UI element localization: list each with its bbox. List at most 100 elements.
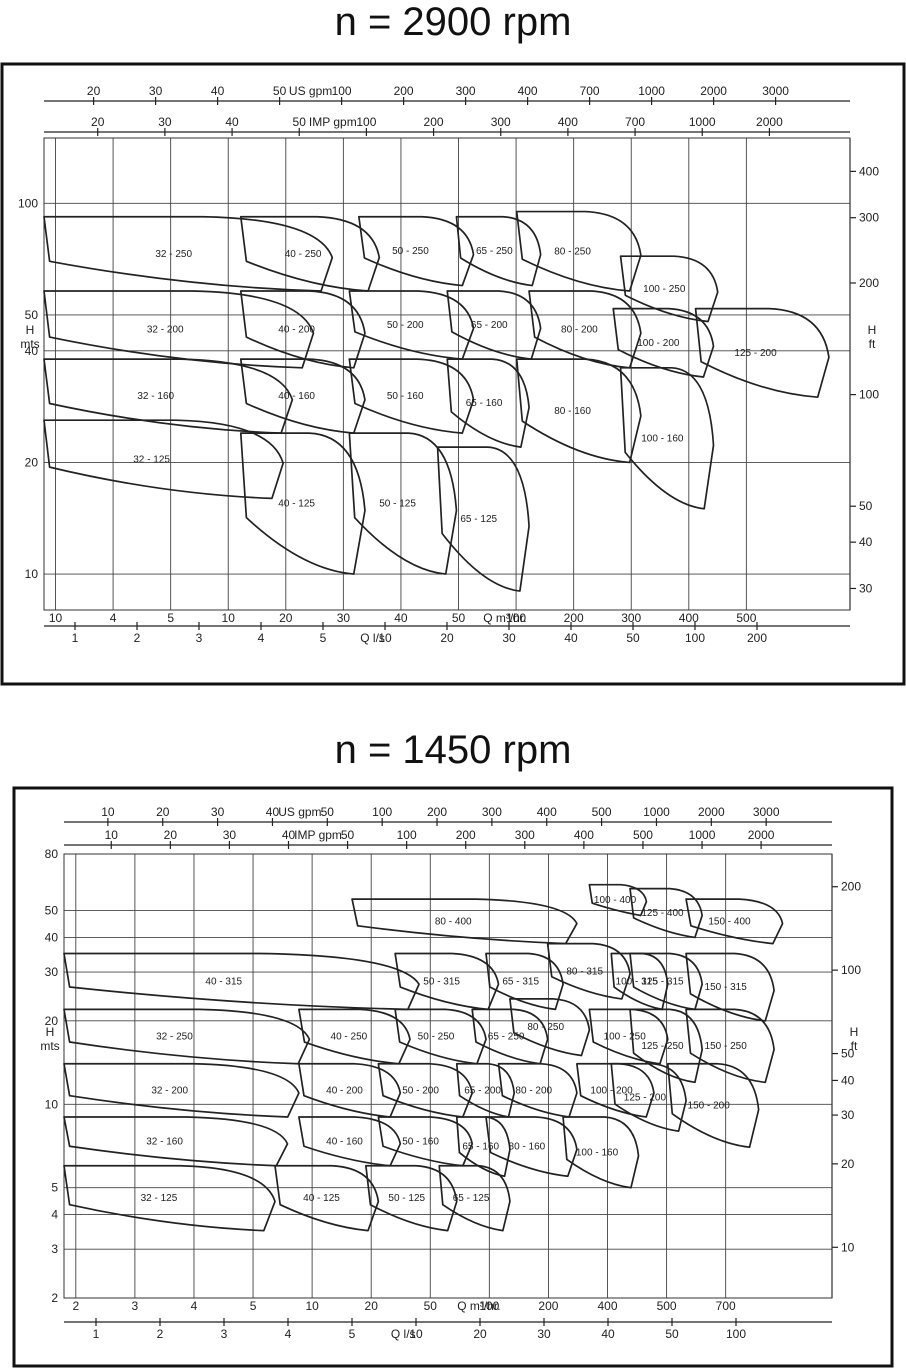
tick-imp-gpm: 300 [491, 115, 511, 129]
tick-h-ft: 50 [841, 1047, 855, 1061]
pump-label-100-315: 100 - 315 [616, 976, 659, 987]
pump-label-65-160: 65 - 160 [462, 1142, 499, 1153]
pump-label-32-200: 32 - 200 [147, 324, 184, 335]
tick-q-m3h: 5 [167, 611, 174, 625]
tick-q-m3h: 700 [716, 1299, 736, 1313]
pump-label-50-160: 50 - 160 [402, 1136, 439, 1147]
pump-envelope-100-315 [610, 952, 669, 1011]
pump-envelope-100-160 [619, 366, 715, 510]
tick-h-m: 40 [45, 930, 59, 944]
tick-h-ft: 40 [859, 535, 873, 549]
pump-envelope-65-125 [436, 446, 530, 592]
pump-envelope-80-250 [509, 998, 591, 1057]
pump-label-40-125: 40 - 125 [303, 1193, 340, 1204]
plot-area [43, 137, 851, 611]
pump-label-100-250: 100 - 250 [604, 1032, 647, 1043]
pump-label-40-160: 40 - 160 [326, 1136, 363, 1147]
chart-frame [12, 786, 894, 1368]
pump-envelope-150-200 [666, 1062, 760, 1149]
tick-h-m: 80 [45, 847, 59, 861]
tick-q-ls: 20 [440, 631, 454, 645]
pump-envelope-80-160 [485, 1116, 578, 1178]
tick-imp-gpm: 50 [293, 115, 307, 129]
pump-label-50-125: 50 - 125 [388, 1193, 425, 1204]
pump-label-150-315: 150 - 315 [705, 982, 748, 993]
pump-envelope-150-315 [685, 952, 775, 1022]
axis-label-imp-gpm: IMP gpm [309, 115, 357, 129]
tick-imp-gpm: 700 [625, 115, 645, 129]
tick-imp-gpm: 20 [164, 828, 178, 842]
axis-label-h-m: mts [20, 337, 39, 351]
axis-label-us-gpm: US gpm [278, 805, 321, 819]
tick-us-gpm: 200 [394, 84, 414, 98]
pump-label-100-200: 100 - 200 [590, 1085, 633, 1096]
plot-grid [64, 853, 832, 1299]
tick-us-gpm: 2000 [698, 805, 725, 819]
tick-h-ft: 300 [859, 211, 879, 225]
tick-q-ls: 30 [502, 631, 516, 645]
plot-area [63, 853, 833, 1299]
pump-envelope-150-400 [685, 898, 784, 945]
pump-label-65-250: 65 - 250 [476, 246, 513, 257]
pump-label-125-200: 125 - 200 [624, 1092, 667, 1103]
pump-envelope-32-160 [63, 1116, 289, 1167]
tick-q-m3h: 4 [110, 611, 117, 625]
tick-q-ls: 50 [665, 1327, 679, 1341]
tick-h-m: 3 [51, 1242, 58, 1256]
tick-us-gpm: 50 [273, 84, 287, 98]
axis-label-h-ft: ft [869, 337, 876, 351]
pump-chart-1450: 2 3 4 5 10 20 50 100 200 400 500 700 Q m³/hr. 80 50 40 3… [12, 786, 894, 1368]
tick-q-ls: 5 [349, 1327, 356, 1341]
tick-h-ft: 20 [841, 1157, 855, 1171]
tick-h-m: 40 [25, 344, 39, 358]
tick-h-m: 5 [51, 1181, 58, 1195]
tick-us-gpm: 1000 [643, 805, 670, 819]
tick-us-gpm: 30 [149, 84, 163, 98]
tick-us-gpm: 3000 [753, 805, 780, 819]
pump-label-50-315: 50 - 315 [423, 976, 460, 987]
pump-envelope-50-125 [365, 1164, 458, 1232]
pump-label-40-250: 40 - 250 [285, 249, 322, 260]
pump-label-32-125: 32 - 125 [133, 454, 170, 465]
tick-h-m: 50 [25, 308, 39, 322]
tick-q-ls: 1 [93, 1327, 100, 1341]
pump-envelope-50-160 [348, 358, 475, 434]
tick-h-ft: 400 [859, 164, 879, 178]
pump-label-150-200: 150 - 200 [688, 1101, 731, 1112]
pump-label-65-250: 65 - 250 [488, 1032, 525, 1043]
tick-q-ls: 3 [196, 631, 203, 645]
pump-label-125-400: 125 - 400 [641, 908, 684, 919]
tick-q-m3h: 10 [222, 611, 236, 625]
pump-label-65-315: 65 - 315 [502, 976, 539, 987]
tick-h-m: 30 [45, 965, 59, 979]
tick-us-gpm: 500 [592, 805, 612, 819]
pump-envelope-100-160 [562, 1116, 640, 1189]
pump-envelope-125-200 [694, 307, 830, 399]
pump-envelope-40-200 [239, 290, 366, 369]
tick-h-ft: 50 [859, 499, 873, 513]
pump-label-65-125: 65 - 125 [460, 514, 497, 525]
tick-q-m3h: 2 [72, 1299, 79, 1313]
tick-q-m3h: 5 [250, 1299, 257, 1313]
pump-label-80-250: 80 - 250 [554, 246, 591, 257]
tick-us-gpm: 100 [332, 84, 352, 98]
tick-q-m3h: 100 [479, 1299, 499, 1313]
tick-q-m3h: 50 [424, 1299, 438, 1313]
pump-envelope-32-250 [63, 1008, 311, 1065]
pump-label-50-125: 50 - 125 [379, 499, 416, 510]
axis-label-h-m: H [46, 1025, 55, 1039]
pump-label-100-250: 100 - 250 [643, 284, 686, 295]
tick-us-gpm: 20 [87, 84, 101, 98]
tick-q-m3h: 300 [621, 611, 641, 625]
chart-title-1450: n = 1450 rpm [334, 728, 572, 772]
pump-label-40-315: 40 - 315 [205, 976, 242, 987]
pump-label-150-400: 150 - 400 [708, 916, 751, 927]
tick-q-m3h: 4 [191, 1299, 198, 1313]
tick-h-ft: 40 [841, 1073, 855, 1087]
pump-envelope-32-200 [63, 1062, 300, 1118]
tick-imp-gpm: 300 [515, 828, 535, 842]
tick-q-m3h: 30 [337, 611, 351, 625]
tick-q-m3h: 200 [564, 611, 584, 625]
pump-envelope-65-125 [438, 1164, 511, 1232]
